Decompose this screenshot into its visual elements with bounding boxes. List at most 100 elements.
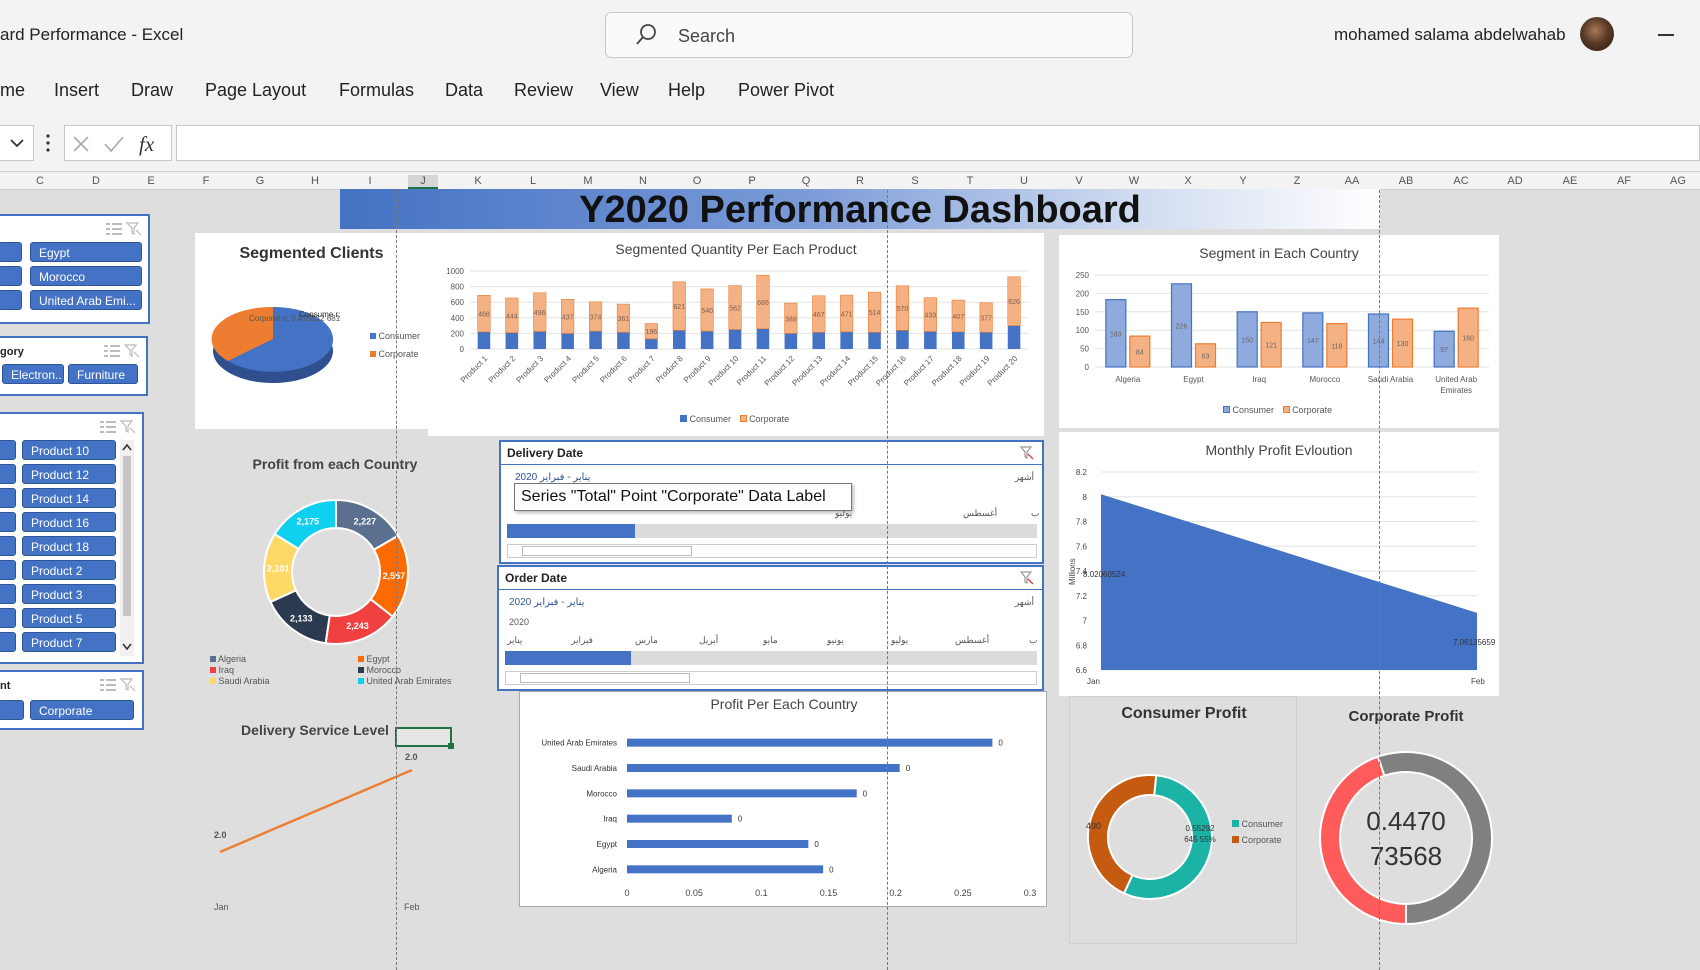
bar-chart[interactable]: 0 0.05 0.1 0.15 0.2 0.25 0.3 United Arab Emirat…: [520, 692, 1048, 908]
column-header[interactable]: AG: [1670, 175, 1686, 187]
donut-chart-profit-country[interactable]: 2,227 2,557 2,243 2,133 2,101 2,175: [256, 492, 416, 652]
multi-select-icon[interactable]: [100, 420, 116, 434]
tab-home[interactable]: me: [0, 80, 26, 100]
multi-select-icon[interactable]: [106, 222, 122, 236]
column-header[interactable]: F: [202, 175, 210, 187]
column-header[interactable]: W: [1128, 175, 1140, 187]
enter-icon[interactable]: [103, 134, 125, 154]
tab-help[interactable]: Help: [668, 80, 706, 100]
timeline-unit-dropdown[interactable]: أشهر: [1014, 472, 1034, 482]
clear-filter-icon[interactable]: [124, 344, 140, 358]
column-header[interactable]: C: [36, 175, 44, 187]
slicer-item[interactable]: [0, 512, 16, 532]
slicer-item[interactable]: [0, 488, 16, 508]
column-header[interactable]: Z: [1293, 175, 1301, 187]
column-header[interactable]: K: [474, 175, 482, 187]
timeline-scrollbar[interactable]: [507, 544, 1037, 558]
scrollbar-thumb[interactable]: [522, 546, 692, 556]
name-box[interactable]: [0, 125, 34, 161]
timeline-scrollbar[interactable]: [505, 671, 1037, 685]
tab-data[interactable]: Data: [445, 80, 484, 100]
slicer-item-product[interactable]: Product 7: [22, 632, 116, 652]
timeline-unit-dropdown[interactable]: أشهر: [1014, 597, 1034, 607]
column-header[interactable]: N: [639, 175, 647, 187]
slicer-item-furniture[interactable]: Furniture: [68, 364, 138, 384]
slicer-item-product[interactable]: Product 10: [22, 440, 116, 460]
slicer-item[interactable]: [0, 536, 16, 556]
tab-review[interactable]: Review: [514, 80, 574, 100]
donut-chart-corporate-profit[interactable]: [1316, 748, 1496, 928]
clear-filter-icon[interactable]: [120, 678, 136, 692]
line-chart-delivery-service[interactable]: 2.0 2.0 Jan Feb: [200, 748, 440, 918]
scrollbar-thumb[interactable]: [123, 456, 131, 616]
tab-formulas[interactable]: Formulas: [339, 80, 415, 100]
column-header[interactable]: AB: [1398, 175, 1414, 187]
tab-insert[interactable]: Insert: [54, 80, 100, 100]
chart-segmented-clients[interactable]: Segmented Clients Corporat e; 0.416512 6…: [195, 233, 428, 429]
tab-view[interactable]: View: [600, 80, 639, 100]
column-header[interactable]: Y: [1239, 175, 1247, 187]
tab-page-layout[interactable]: Page Layout: [205, 80, 307, 100]
slicer-scrollbar[interactable]: [120, 440, 134, 656]
minimize-button[interactable]: [1658, 34, 1674, 36]
cancel-icon[interactable]: [71, 134, 91, 154]
tab-draw[interactable]: Draw: [131, 80, 174, 100]
column-header[interactable]: O: [692, 175, 702, 187]
slicer-segment[interactable]: nt Corporate: [0, 670, 144, 730]
column-header[interactable]: X: [1184, 175, 1192, 187]
column-header[interactable]: H: [311, 175, 319, 187]
avatar[interactable]: [1580, 17, 1614, 51]
column-header[interactable]: T: [966, 175, 974, 187]
user-name[interactable]: mohamed salama abdelwahab: [1334, 25, 1566, 44]
column-header[interactable]: AF: [1616, 175, 1632, 187]
clear-filter-icon[interactable]: [1020, 446, 1034, 460]
slicer-item[interactable]: [0, 560, 16, 580]
pie-slice-consumer[interactable]: [228, 307, 334, 372]
chevron-down-icon[interactable]: [0, 126, 30, 160]
slicer-category[interactable]: gory Electron... Furniture: [0, 336, 148, 396]
timeline-selection[interactable]: [507, 524, 635, 538]
slicer-item-corporate[interactable]: Corporate: [30, 700, 134, 720]
slicer-item[interactable]: [0, 700, 24, 720]
column-header[interactable]: AE: [1562, 175, 1578, 187]
donut-chart[interactable]: [1080, 767, 1220, 907]
timeline-selection[interactable]: [505, 651, 631, 665]
slicer-item-uae[interactable]: United Arab Emi...: [30, 290, 142, 310]
slicer-item-product[interactable]: Product 3: [22, 584, 116, 604]
slicer-item[interactable]: [0, 266, 22, 286]
column-header[interactable]: U: [1020, 175, 1028, 187]
slicer-country[interactable]: Egypt Morocco United Arab Emi...: [0, 214, 150, 324]
chart-segmented-quantity[interactable]: Segmented Quantity Per Each Product 0 200…: [428, 233, 1044, 436]
multi-select-icon[interactable]: [104, 344, 120, 358]
chart-consumer-profit[interactable]: Consumer Profit 490 0.55292 645 55% Cons…: [1069, 696, 1297, 944]
column-header-selected[interactable]: J: [408, 175, 438, 189]
slicer-item[interactable]: [0, 632, 16, 652]
chart-segment-country[interactable]: Segment in Each Country 0 50 100 150 200 250 1…: [1059, 235, 1499, 428]
slicer-item[interactable]: [0, 242, 22, 262]
timeline-order-date[interactable]: Order Date يناير - فبراير 2020 أشهر 2020…: [497, 565, 1044, 691]
timeline-track[interactable]: [507, 524, 1037, 538]
column-header[interactable]: M: [583, 175, 593, 187]
area-chart[interactable]: 6.6 6.8 7 7.2 7.4 7.6 7.8 8 8.2 Jan Feb Millions 8.0…: [1059, 432, 1499, 696]
column-header[interactable]: Q: [801, 175, 811, 187]
slicer-item[interactable]: [0, 464, 16, 484]
chart-profit-per-country[interactable]: Profit Per Each Country 0 0.05 0.1 0.15 0.2 0…: [519, 691, 1047, 907]
chart-monthly-profit[interactable]: Monthly Profit Evloution 6.6 6.8 7 7.2 7.4 7.…: [1059, 432, 1499, 696]
chevron-up-icon[interactable]: [121, 442, 133, 452]
slicer-item[interactable]: [0, 440, 16, 460]
slicer-item[interactable]: [0, 290, 22, 310]
slicer-item-product[interactable]: Product 2: [22, 560, 116, 580]
clear-filter-icon[interactable]: [1020, 571, 1034, 585]
slicer-item-product[interactable]: Product 14: [22, 488, 116, 508]
slicer-item-morocco[interactable]: Morocco: [30, 266, 142, 286]
column-header[interactable]: D: [92, 175, 100, 187]
column-header[interactable]: G: [255, 175, 265, 187]
slicer-item-product[interactable]: Product 18: [22, 536, 116, 556]
tab-power-pivot[interactable]: Power Pivot: [738, 80, 835, 100]
selected-cell[interactable]: [395, 727, 454, 749]
clear-filter-icon[interactable]: [126, 222, 142, 236]
search-box[interactable]: Search: [605, 12, 1133, 58]
clear-filter-icon[interactable]: [120, 420, 136, 434]
column-header[interactable]: AC: [1453, 175, 1469, 187]
pie-slice-corporate[interactable]: [211, 306, 273, 361]
